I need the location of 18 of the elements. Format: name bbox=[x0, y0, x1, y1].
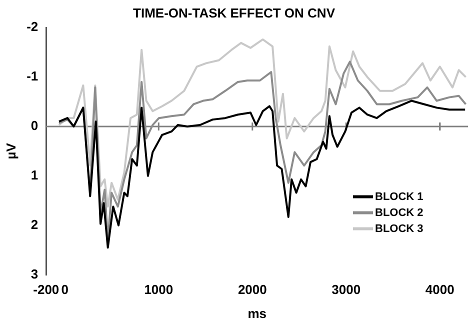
y-tick-label: -2 bbox=[26, 19, 38, 34]
y-tick-label: -1 bbox=[26, 68, 38, 84]
legend-label: BLOCK 1 bbox=[375, 190, 424, 203]
x-tick-label: -200 bbox=[33, 282, 60, 298]
legend-label: BLOCK 2 bbox=[375, 206, 424, 219]
x-tick-label: 2000 bbox=[238, 282, 267, 298]
x-axis-title: ms bbox=[248, 306, 266, 321]
y-tick-label: 0 bbox=[30, 118, 38, 134]
y-axis-title: µV bbox=[3, 142, 18, 160]
y-tick-label: 2 bbox=[30, 216, 38, 232]
y-tick-label: 3 bbox=[30, 266, 38, 282]
x-tick-label: 4000 bbox=[425, 282, 454, 298]
chart-title: TIME-ON-TASK EFFECT ON CNV bbox=[133, 5, 336, 20]
y-tick-label: 1 bbox=[30, 168, 38, 182]
x-tick-label: 3000 bbox=[332, 282, 361, 298]
x-tick-label: 0 bbox=[61, 282, 69, 298]
legend-label: BLOCK 3 bbox=[375, 222, 424, 235]
x-tick-label: 1000 bbox=[144, 282, 174, 298]
